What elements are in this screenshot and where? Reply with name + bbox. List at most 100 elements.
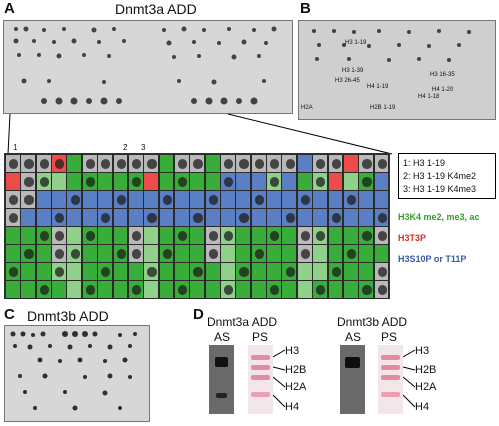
grid-spot xyxy=(193,213,203,223)
peptide-array-grid xyxy=(4,153,390,299)
panel-d-blot1-ponceau xyxy=(248,345,273,414)
grid-cell xyxy=(327,226,344,245)
grid-cell xyxy=(20,280,37,299)
grid-cell xyxy=(127,154,144,173)
grid-cell xyxy=(235,208,252,227)
grid-spot xyxy=(346,249,357,259)
grid-cell xyxy=(235,190,252,209)
grid-cell xyxy=(127,226,144,245)
zoom-lines xyxy=(7,113,393,155)
grid-cell xyxy=(235,262,252,281)
grid-cell xyxy=(20,226,37,245)
grid-spot xyxy=(331,267,341,277)
grid-spot xyxy=(116,195,126,205)
blot2-band-h2a: H2A xyxy=(415,381,437,393)
grid-spot xyxy=(116,159,126,169)
column-mark-3: 3 xyxy=(141,143,146,152)
grid-cell xyxy=(373,154,390,173)
grid-cell xyxy=(189,226,206,245)
grid-spot xyxy=(316,285,326,295)
grid-spot xyxy=(208,249,218,259)
grid-spot xyxy=(101,267,111,277)
grid-cell xyxy=(5,172,21,191)
panel-b-label-h3-1-39: H3 1-39 xyxy=(342,68,364,74)
grid-spot xyxy=(178,231,188,241)
grid-cell xyxy=(250,262,267,281)
grid-cell xyxy=(358,244,375,263)
grid-cell xyxy=(51,208,67,227)
grid-cell xyxy=(158,208,175,227)
grid-spot xyxy=(101,159,111,169)
grid-cell xyxy=(5,244,21,263)
grid-spot xyxy=(239,213,249,223)
panel-label-c: C xyxy=(4,306,15,323)
legend-h3k4: H3K4 me2, me3, ac xyxy=(398,212,480,222)
grid-cell xyxy=(358,208,375,227)
grid-cell xyxy=(66,154,83,173)
grid-cell xyxy=(327,190,344,209)
grid-spot xyxy=(9,159,19,169)
grid-cell xyxy=(266,190,282,209)
grid-cell xyxy=(373,244,390,263)
grid-cell xyxy=(189,154,206,173)
grid-cell xyxy=(266,280,282,299)
grid-spot xyxy=(55,159,65,169)
panel-label-a: A xyxy=(4,0,15,17)
grid-cell xyxy=(296,190,313,209)
grid-spot xyxy=(316,159,326,169)
grid-spot xyxy=(254,159,265,169)
grid-spot xyxy=(178,285,188,295)
blot1-as-band-lower xyxy=(216,393,227,398)
panel-a-blot-spots xyxy=(13,26,277,105)
key-item-1: 1: H3 1-19 xyxy=(403,158,446,168)
grid-cell xyxy=(35,172,52,191)
grid-spot xyxy=(39,231,49,241)
grid-cell xyxy=(81,208,98,227)
grid-spot xyxy=(377,159,387,169)
grid-cell xyxy=(220,154,236,173)
grid-spot xyxy=(70,249,80,259)
blot1-band-h2a: H2A xyxy=(285,381,307,393)
grid-cell xyxy=(66,226,83,245)
grid-cell xyxy=(158,280,175,299)
grid-cell xyxy=(220,208,236,227)
grid-spot xyxy=(377,213,387,223)
grid-cell xyxy=(20,190,37,209)
grid-cell xyxy=(81,172,98,191)
panel-a-blot-image xyxy=(3,20,293,114)
grid-cell xyxy=(81,190,98,209)
grid-cell xyxy=(158,262,175,281)
grid-spot xyxy=(147,213,157,223)
grid-cell xyxy=(220,190,236,209)
grid-cell xyxy=(97,262,114,281)
grid-cell xyxy=(281,226,298,245)
grid-cell xyxy=(296,208,313,227)
panel-b-label-h3-26-45: H3 26-45 xyxy=(335,78,360,84)
grid-spot xyxy=(193,159,203,169)
panel-b-label-h2b: H2B 1-19 xyxy=(370,105,396,111)
grid-cell xyxy=(20,172,37,191)
grid-cell xyxy=(35,280,52,299)
blot2-band-h2b: H2B xyxy=(415,364,437,376)
panel-d-blot1-autoradiograph xyxy=(209,345,234,414)
blot1-band-leaders xyxy=(273,349,286,408)
grid-cell xyxy=(235,154,252,173)
grid-cell xyxy=(342,226,359,245)
grid-spot xyxy=(131,231,142,241)
grid-cell xyxy=(97,172,114,191)
grid-cell xyxy=(143,208,160,227)
grid-spot xyxy=(377,267,387,277)
grid-spot xyxy=(362,231,372,241)
grid-spot xyxy=(55,231,65,241)
grid-spot xyxy=(270,177,280,187)
panel-c-blot-image xyxy=(4,325,150,422)
grid-cell xyxy=(20,244,37,263)
grid-spot xyxy=(24,177,34,187)
grid-cell xyxy=(20,262,37,281)
grid-cell xyxy=(143,154,160,173)
grid-cell xyxy=(173,226,190,245)
grid-spot xyxy=(193,267,203,277)
grid-cell xyxy=(189,244,206,263)
grid-cell xyxy=(158,244,175,263)
grid-spot xyxy=(70,195,80,205)
